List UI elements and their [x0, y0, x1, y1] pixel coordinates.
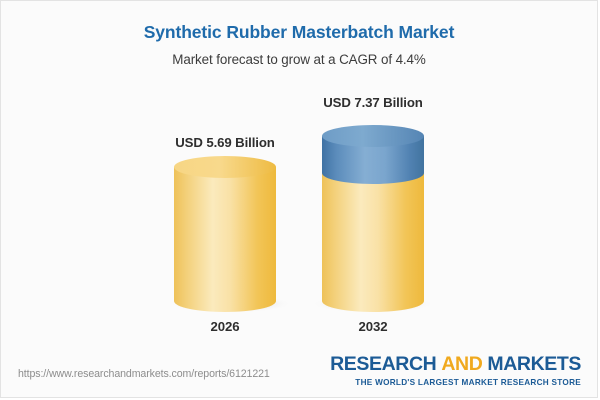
logo-word-research: RESEARCH	[330, 352, 437, 375]
chart-footer: https://www.researchandmarkets.com/repor…	[1, 345, 597, 397]
bar-category-label-2026: 2026	[210, 319, 240, 334]
bar-shadow-2026	[169, 295, 293, 313]
source-url-link[interactable]: https://www.researchandmarkets.com/repor…	[18, 368, 270, 380]
bar-2026-top-ellipse	[174, 156, 276, 178]
bar-2032-body-blue	[322, 136, 424, 184]
bar-2032-body-yellow	[322, 173, 424, 312]
bar-value-label-2032: USD 7.37 Billion	[323, 95, 423, 110]
logo-tagline: THE WORLD'S LARGEST MARKET RESEARCH STOR…	[355, 378, 581, 387]
logo-word-markets: MARKETS	[487, 352, 581, 375]
logo-wordmark: RESEARCH AND MARKETS	[330, 352, 581, 375]
logo-word-and: AND	[441, 352, 483, 375]
bar-2032	[322, 125, 424, 312]
page-title: Synthetic Rubber Masterbatch Market	[143, 22, 455, 42]
chart-subtitle: Market forecast to grow at a CAGR of 4.4…	[172, 52, 426, 67]
chart-header: Synthetic Rubber Masterbatch Market Mark…	[1, 1, 597, 67]
bar-2026	[174, 156, 276, 312]
bar-2032-top-ellipse	[322, 125, 424, 147]
brand-logo[interactable]: RESEARCH AND MARKETS THE WORLD'S LARGEST M…	[330, 352, 581, 387]
bar-category-label-2032: 2032	[358, 319, 388, 334]
bar-value-label-2026: USD 5.69 Billion	[175, 135, 275, 150]
bar-2026-body	[174, 167, 276, 312]
bar-shadow-2032	[311, 295, 435, 313]
